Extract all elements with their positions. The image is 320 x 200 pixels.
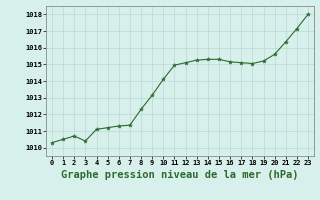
X-axis label: Graphe pression niveau de la mer (hPa): Graphe pression niveau de la mer (hPa): [61, 170, 299, 180]
